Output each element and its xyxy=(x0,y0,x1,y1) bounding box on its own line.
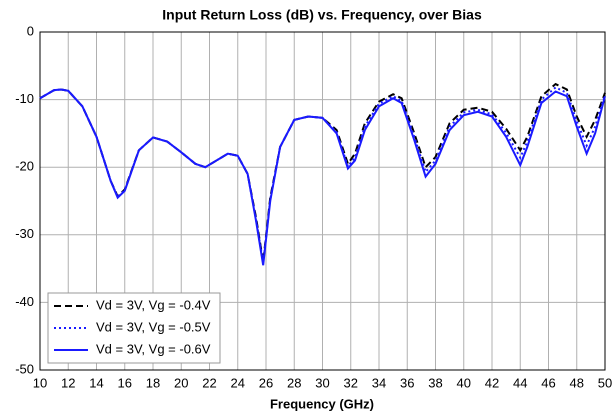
x-tick-label: 34 xyxy=(372,375,386,390)
legend-label: Vd = 3V, Vg = -0.4V xyxy=(96,297,211,312)
chart-title: Input Return Loss (dB) vs. Frequency, ov… xyxy=(162,7,482,23)
legend-box xyxy=(47,292,221,364)
x-tick-label: 44 xyxy=(513,375,527,390)
series-line xyxy=(39,88,606,266)
y-tick-label: -20 xyxy=(15,159,34,174)
x-tick-label: 14 xyxy=(89,375,103,390)
x-tick-label: 46 xyxy=(541,375,555,390)
x-tick-label: 28 xyxy=(287,375,301,390)
y-tick-label: -40 xyxy=(15,294,34,309)
x-tick-label: 40 xyxy=(457,375,471,390)
y-tick-label: -50 xyxy=(15,361,34,376)
x-tick-label: 42 xyxy=(485,375,499,390)
y-tick-label: -30 xyxy=(15,226,34,241)
x-tick-label: 20 xyxy=(174,375,188,390)
x-axis-label: Frequency (GHz) xyxy=(270,396,374,411)
legend-label: Vd = 3V, Vg = -0.6V xyxy=(96,341,211,356)
x-tick-label: 24 xyxy=(231,375,245,390)
x-tick-label: 32 xyxy=(344,375,358,390)
x-tick-label: 26 xyxy=(259,375,273,390)
x-tick-label: 22 xyxy=(202,375,216,390)
y-tick-label: 0 xyxy=(27,23,34,38)
legend: Vd = 3V, Vg = -0.4V Vd = 3V, Vg = -0.5V Vd… xyxy=(47,292,221,364)
legend-label: Vd = 3V, Vg = -0.5V xyxy=(96,319,211,334)
x-tick-label: 16 xyxy=(118,375,132,390)
y-tick-label: -10 xyxy=(15,91,34,106)
x-tick-label: 12 xyxy=(61,375,75,390)
x-tick-label: 36 xyxy=(400,375,414,390)
x-tick-label: 38 xyxy=(428,375,442,390)
x-tick-label: 48 xyxy=(570,375,584,390)
x-tick-label: 50 xyxy=(598,375,612,390)
x-tick-label: 30 xyxy=(315,375,329,390)
plot-frame xyxy=(39,31,606,371)
x-tick-label: 18 xyxy=(146,375,160,390)
x-tick-label: 10 xyxy=(33,375,47,390)
